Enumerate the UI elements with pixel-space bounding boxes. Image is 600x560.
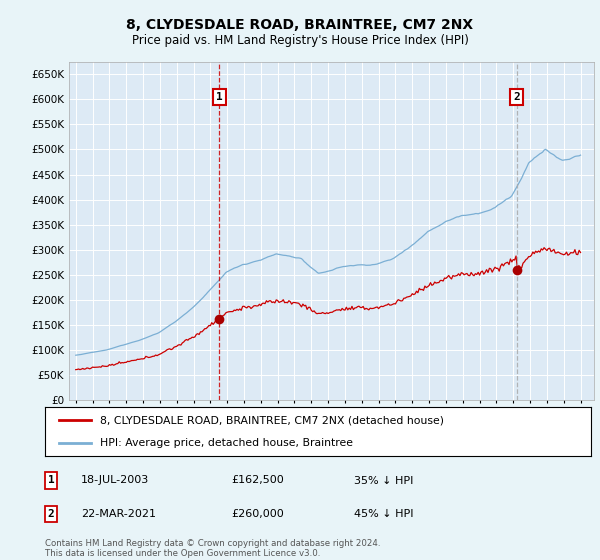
Text: £162,500: £162,500 <box>231 475 284 486</box>
Text: 2: 2 <box>514 92 520 102</box>
Text: Price paid vs. HM Land Registry's House Price Index (HPI): Price paid vs. HM Land Registry's House … <box>131 34 469 46</box>
Text: 1: 1 <box>47 475 55 486</box>
Text: 22-MAR-2021: 22-MAR-2021 <box>81 509 156 519</box>
Text: 35% ↓ HPI: 35% ↓ HPI <box>354 475 413 486</box>
Text: 18-JUL-2003: 18-JUL-2003 <box>81 475 149 486</box>
Text: 2: 2 <box>47 509 55 519</box>
Text: £260,000: £260,000 <box>231 509 284 519</box>
Text: 45% ↓ HPI: 45% ↓ HPI <box>354 509 413 519</box>
Text: Contains HM Land Registry data © Crown copyright and database right 2024.
This d: Contains HM Land Registry data © Crown c… <box>45 539 380 558</box>
Text: HPI: Average price, detached house, Braintree: HPI: Average price, detached house, Brai… <box>100 438 353 448</box>
Text: 1: 1 <box>216 92 223 102</box>
Text: 8, CLYDESDALE ROAD, BRAINTREE, CM7 2NX (detached house): 8, CLYDESDALE ROAD, BRAINTREE, CM7 2NX (… <box>100 416 443 426</box>
Text: 8, CLYDESDALE ROAD, BRAINTREE, CM7 2NX: 8, CLYDESDALE ROAD, BRAINTREE, CM7 2NX <box>127 18 473 32</box>
